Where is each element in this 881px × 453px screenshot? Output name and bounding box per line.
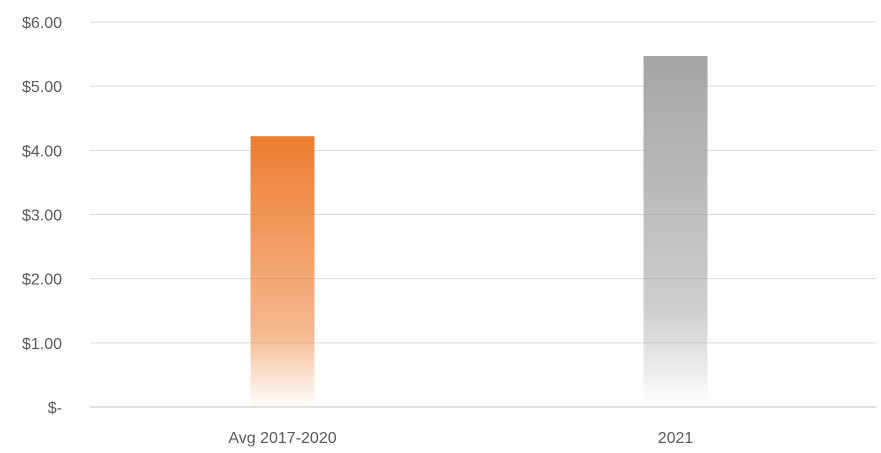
y-tick-label: $5.00 bbox=[22, 79, 62, 96]
bars bbox=[250, 56, 708, 408]
gridlines bbox=[90, 21, 876, 408]
bar-1 bbox=[643, 56, 708, 408]
y-tick-label: $- bbox=[48, 400, 62, 417]
x-tick-label: 2021 bbox=[658, 430, 694, 447]
x-axis-tick-labels: Avg 2017-2020 2021 bbox=[228, 430, 693, 447]
x-tick-label: Avg 2017-2020 bbox=[228, 430, 336, 447]
y-tick-label: $1.00 bbox=[22, 336, 62, 353]
y-tick-label: $4.00 bbox=[22, 143, 62, 160]
y-tick-label: $2.00 bbox=[22, 272, 62, 289]
bar-0 bbox=[250, 136, 315, 407]
y-tick-label: $3.00 bbox=[22, 208, 62, 225]
y-tick-label: $6.00 bbox=[22, 15, 62, 32]
y-axis-tick-labels: $- $1.00 $2.00 $3.00 $4.00 $5.00 $6.00 bbox=[22, 15, 62, 417]
